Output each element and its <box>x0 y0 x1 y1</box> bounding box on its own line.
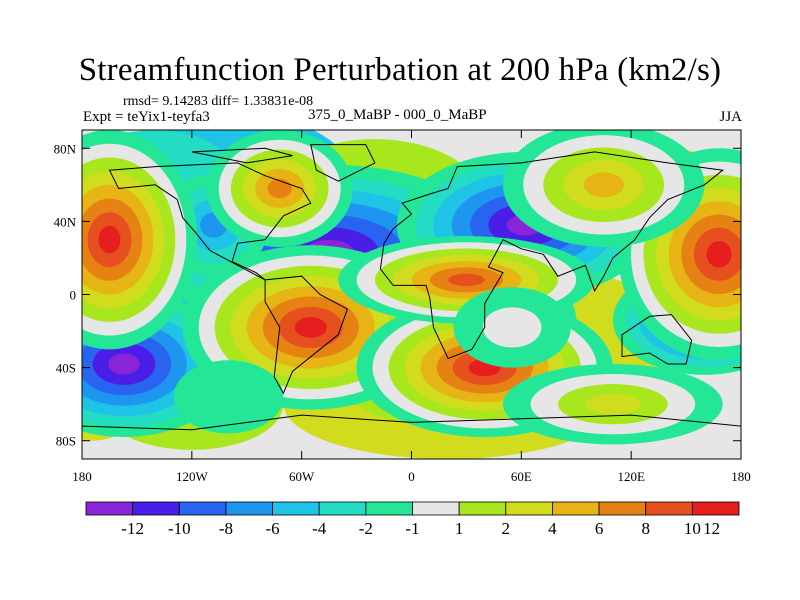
colorbar-swatch <box>365 501 413 516</box>
colorbar-swatch <box>318 501 367 516</box>
colorbar-swatch <box>645 501 693 516</box>
x-tick-label: 180 <box>731 469 751 484</box>
continent-outline <box>191 147 293 164</box>
colorbar-swatch <box>412 501 460 516</box>
field-contour-high-south-polar <box>585 394 641 415</box>
colorbar-swatch <box>85 501 134 516</box>
colorbar-swatch <box>598 501 647 516</box>
colorbar-label: -8 <box>219 519 233 538</box>
contour-field <box>82 130 741 459</box>
map-title: Streamfunction Perturbation at 200 hPa (… <box>78 52 722 88</box>
x-tick-label: 120W <box>176 469 209 484</box>
colorbar-swatch <box>178 501 227 516</box>
colorbar-swatch <box>458 501 507 516</box>
season-label: JJA <box>719 109 742 125</box>
x-tick-label: 120E <box>617 469 645 484</box>
x-tick-label: 60W <box>289 469 315 484</box>
continent-outline <box>82 414 741 431</box>
field-contour-neutral-south-pacific <box>173 360 284 434</box>
field-contour-high-north-pacific <box>98 225 121 254</box>
colorbar-label: 1 <box>455 519 464 538</box>
colorbar-label: -12 <box>121 519 144 538</box>
continent-outline <box>379 151 724 360</box>
stats-text: rmsd= 9.14283 diff= 1.33831e-08 <box>123 94 314 109</box>
field-contour-high-south-america <box>294 317 327 338</box>
x-tick-label: 180 <box>72 469 92 484</box>
colorbar-swatch <box>132 501 180 516</box>
colorbar-label: -10 <box>168 519 191 538</box>
y-axis: 80N 40N 0 40S 80S <box>54 141 741 449</box>
y-tick-label: 80S <box>56 434 76 449</box>
field-contour-high-north-africa <box>448 273 485 287</box>
colorbar-swatch <box>225 501 273 516</box>
field-contour-high-west-pacific <box>706 241 732 268</box>
colorbar-label: -2 <box>359 519 373 538</box>
x-tick-label: 0 <box>408 469 415 484</box>
colorbar-label: -4 <box>312 519 327 538</box>
colorbar-label: 10 <box>684 519 701 538</box>
colorbar-label: 6 <box>595 519 604 538</box>
y-tick-label: 0 <box>70 288 77 303</box>
continent-outlines <box>82 144 741 431</box>
field-contour-low-south-pacific <box>108 353 140 375</box>
y-tick-label: 40S <box>56 361 76 376</box>
y-tick-label: 40N <box>54 214 77 229</box>
x-tick-label: 60E <box>511 469 532 484</box>
x-axis: 180 120W 60W 0 60E 120E 180 <box>72 130 751 484</box>
continent-outline <box>621 314 693 365</box>
colorbar-label: -6 <box>265 519 279 538</box>
colorbar-label: 8 <box>641 519 650 538</box>
field-contour-high-north-atlantic <box>267 178 292 199</box>
field-contour-neutral-indian <box>482 307 542 348</box>
continent-outline <box>108 162 312 281</box>
experiment-label: Expt = teYix1-teyfa3 <box>83 109 210 125</box>
colorbar-swatch <box>272 501 320 516</box>
colorbar-swatch <box>505 501 553 516</box>
colorbar-label: 2 <box>502 519 511 538</box>
colorbar-label: -1 <box>405 519 419 538</box>
y-tick-label: 80N <box>54 141 77 156</box>
continent-outline <box>264 275 349 395</box>
colorbar-swatch <box>691 501 740 516</box>
experiment-center-label: 375_0_MaBP - 000_0_MaBP <box>308 107 487 123</box>
colorbar-label: 4 <box>548 519 557 538</box>
field-contour-high-east-asia <box>583 172 624 198</box>
colorbar-label: 12 <box>703 519 720 538</box>
colorbar-swatch <box>552 501 600 516</box>
continent-outline <box>310 144 376 182</box>
colorbar: -12 -10 -8 -6 -4 -2 -1 1 2 4 6 8 10 12 <box>85 501 740 538</box>
